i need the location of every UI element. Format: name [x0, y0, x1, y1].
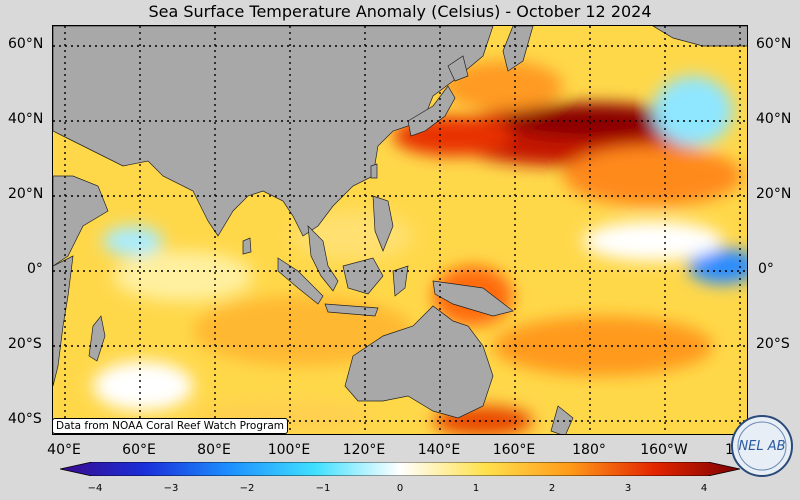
lon-label: 140°E — [417, 442, 461, 458]
sst-anomaly-map — [52, 25, 748, 435]
colorbar-tick: 2 — [548, 483, 556, 494]
logo-icon: NEL AB — [731, 415, 793, 477]
lon-label: 100°E — [267, 442, 311, 458]
colorbar-tick: −1 — [315, 483, 331, 494]
map-title: Sea Surface Temperature Anomaly (Celsius… — [148, 2, 652, 21]
lon-label: 180° — [572, 442, 606, 458]
colorbar-tick: 3 — [624, 483, 632, 494]
lat-label-left: 60°N — [8, 36, 44, 52]
land — [53, 26, 747, 434]
lat-label-right: 60°N — [756, 36, 792, 52]
lat-label-right: 20°N — [756, 186, 792, 202]
lat-label-right: 40°N — [756, 111, 792, 127]
lat-label-left: 40°S — [8, 411, 42, 427]
colorbar — [60, 462, 740, 476]
lat-label-left: 20°S — [8, 336, 42, 352]
lon-label: 160°E — [492, 442, 536, 458]
colorbar-tick: 1 — [472, 483, 480, 494]
lat-label-left: 40°N — [8, 111, 44, 127]
logo-text: NEL AB — [738, 439, 785, 454]
lon-label: 80°E — [197, 442, 231, 458]
colorbar-tick: −3 — [163, 483, 179, 494]
lat-label-left: 0° — [27, 261, 43, 277]
lon-label: 120°E — [342, 442, 386, 458]
lon-label: 40°E — [47, 442, 81, 458]
colorbar-tick: −2 — [239, 483, 255, 494]
lat-label-right: 0° — [758, 261, 774, 277]
colorbar-tick: −4 — [87, 483, 103, 494]
lon-label: 60°E — [122, 442, 156, 458]
colorbar-tick: 4 — [700, 483, 708, 494]
anomaly-field — [93, 61, 747, 434]
colorbar-tick: 0 — [396, 483, 404, 494]
data-credit: Data from NOAA Coral Reef Watch Program — [52, 418, 288, 434]
lat-label-left: 20°N — [8, 186, 44, 202]
lon-label: 160°W — [640, 442, 688, 458]
lat-label-right: 20°S — [756, 336, 790, 352]
